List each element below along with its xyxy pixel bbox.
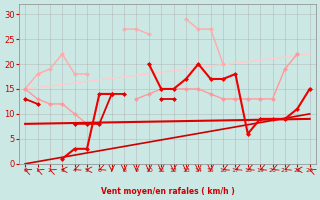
X-axis label: Vent moyen/en rafales ( km/h ): Vent moyen/en rafales ( km/h ) xyxy=(100,187,234,196)
